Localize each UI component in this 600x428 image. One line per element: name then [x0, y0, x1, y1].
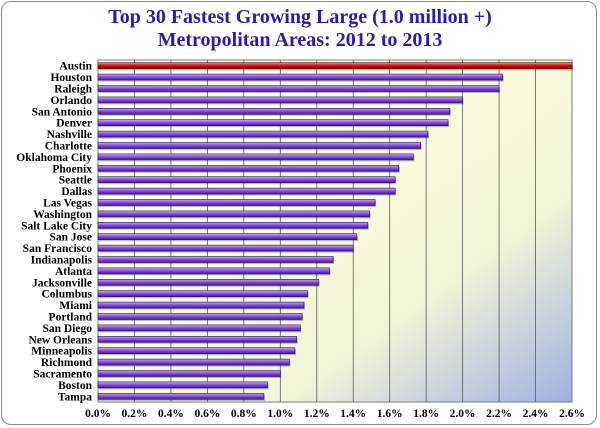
category-label: Miami: [59, 300, 92, 312]
category-label: Minneapolis: [31, 346, 92, 358]
bar: [97, 108, 451, 115]
bar: [97, 119, 449, 126]
category-label: Oklahoma City: [16, 152, 92, 164]
x-tick-label: 0.8%: [231, 408, 257, 420]
bar: [97, 256, 334, 263]
category-label: Orlando: [50, 95, 92, 107]
x-tick-label: 1.0%: [267, 408, 293, 420]
bar: [97, 187, 396, 195]
bar: [97, 347, 296, 355]
bar: [97, 85, 500, 92]
category-label: Denver: [56, 118, 92, 130]
category-label: Boston: [58, 380, 92, 392]
category-label: Washington: [33, 209, 92, 221]
x-tick-label: 0.6%: [194, 408, 220, 420]
chart-title-line-1: Top 30 Fastest Growing Large (1.0 millio…: [108, 6, 492, 28]
category-label: Seattle: [59, 175, 92, 187]
bar: [97, 199, 376, 206]
category-label: San Antonio: [32, 106, 93, 118]
bar: [97, 278, 319, 286]
category-label: Tampa: [58, 391, 92, 403]
category-label: Jacksonville: [32, 277, 92, 289]
category-label: San Francisco: [23, 243, 93, 255]
bars: [97, 62, 573, 401]
chart-title: Top 30 Fastest Growing Large (1.0 millio…: [0, 6, 600, 52]
bar: [97, 381, 268, 389]
bar: [97, 153, 414, 161]
category-label: Atlanta: [55, 266, 92, 278]
category-label: Phoenix: [52, 163, 92, 175]
category-label: Richmond: [41, 357, 93, 369]
bar: [97, 244, 354, 252]
category-label: San Jose: [50, 232, 93, 244]
plot-area: [97, 59, 573, 403]
bar: [97, 290, 308, 298]
x-tick-label: 1.8%: [413, 408, 439, 420]
bar: [97, 142, 421, 149]
bar: [97, 313, 303, 320]
bar: [97, 335, 298, 343]
bar: [97, 324, 301, 332]
category-label: Nashville: [47, 129, 92, 141]
category-label: Salt Lake City: [21, 220, 92, 232]
bar: [97, 165, 400, 172]
category-label: Portland: [49, 312, 93, 324]
bar: [97, 233, 358, 240]
category-label: Austin: [59, 61, 92, 73]
category-label: San Diego: [42, 323, 92, 335]
bar: [97, 358, 290, 366]
bar: [97, 210, 370, 218]
category-label: Houston: [50, 72, 92, 84]
x-tick-label: 1.6%: [377, 408, 403, 420]
category-label: New Orleans: [28, 334, 92, 346]
x-tick-label: 0.4%: [158, 408, 184, 420]
x-tick-label: 1.4%: [340, 408, 366, 420]
bar: [97, 267, 330, 275]
category-label: Sacramento: [33, 369, 92, 381]
x-tick-label: 2.0%: [450, 408, 476, 420]
bar: [97, 130, 429, 138]
x-tick-label: 0.2%: [122, 408, 148, 420]
category-label: Charlotte: [45, 141, 92, 153]
category-label: Columbus: [42, 289, 93, 301]
x-tick-label: 2.4%: [523, 408, 549, 420]
gridlines: [134, 60, 536, 402]
x-tick-label: 2.6%: [559, 408, 585, 420]
x-tick-label: 1.2%: [304, 408, 330, 420]
bar: [97, 222, 369, 229]
x-tick-label: 0.0%: [85, 408, 111, 420]
bar: [97, 370, 281, 377]
bar: [97, 392, 265, 400]
x-tick-label: 2.2%: [486, 408, 512, 420]
category-label: Las Vegas: [43, 198, 92, 210]
bar: [97, 96, 463, 104]
chart-title-line-2: Metropolitan Areas: 2012 to 2013: [157, 29, 443, 51]
category-label: Dallas: [61, 186, 92, 198]
x-axis-tick-labels: 0.0% 0.2% 0.4% 0.6% 0.8% 1.0% 1.2% 1.4% 1.6% 1.8%…: [85, 408, 585, 420]
bar-highlighted: [97, 62, 573, 70]
category-label: Raleigh: [54, 84, 92, 96]
bar: [97, 176, 396, 183]
bar: [97, 73, 504, 81]
category-label: Indianapolis: [31, 255, 93, 267]
bar: [97, 301, 305, 309]
